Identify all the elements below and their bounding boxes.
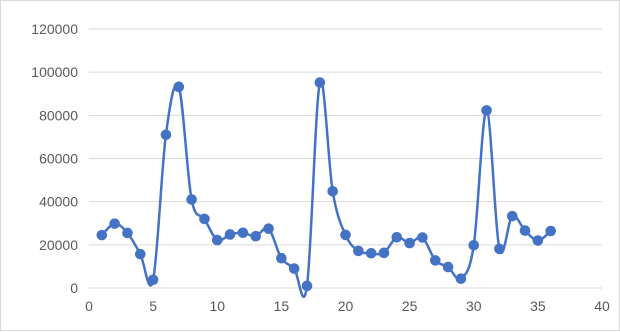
gridlines xyxy=(89,28,602,289)
data-point xyxy=(288,263,300,274)
x-tick-label: 35 xyxy=(530,298,546,314)
data-point xyxy=(160,129,172,141)
data-point xyxy=(211,234,223,246)
y-tick-label: 80000 xyxy=(39,107,78,123)
data-point xyxy=(519,225,531,236)
x-tick-label: 15 xyxy=(274,298,290,314)
data-point xyxy=(442,261,454,273)
data-point xyxy=(391,231,403,243)
y-tick-label: 20000 xyxy=(39,237,78,253)
data-point xyxy=(545,225,557,237)
data-point xyxy=(327,186,338,197)
data-point xyxy=(186,194,197,205)
x-tick-label: 30 xyxy=(466,298,482,314)
x-tick-label: 25 xyxy=(402,298,418,314)
data-point xyxy=(173,81,185,93)
data-point xyxy=(109,218,120,229)
y-tick-label: 120000 xyxy=(31,21,78,37)
data-point xyxy=(237,227,249,239)
series-markers xyxy=(96,77,557,292)
data-point xyxy=(404,237,415,249)
data-point xyxy=(147,274,159,286)
data-point xyxy=(455,273,467,285)
x-tick-label: 0 xyxy=(85,298,93,314)
data-point xyxy=(340,229,351,241)
data-point xyxy=(481,105,492,116)
data-point xyxy=(96,229,108,241)
y-tick-label: 40000 xyxy=(39,194,78,210)
data-point xyxy=(417,232,428,243)
y-tick-label: 0 xyxy=(70,280,78,296)
x-tick-label: 20 xyxy=(338,298,354,314)
y-tick-label: 100000 xyxy=(31,64,78,80)
data-point xyxy=(378,247,390,259)
data-point xyxy=(224,229,236,240)
data-point xyxy=(494,243,505,255)
data-point xyxy=(122,227,133,239)
x-tick-label: 5 xyxy=(149,298,157,314)
y-tick-label: 60000 xyxy=(39,151,78,167)
data-point xyxy=(199,213,210,225)
x-tick-label: 40 xyxy=(594,298,610,314)
data-point xyxy=(532,235,544,246)
x-tick-label: 10 xyxy=(209,298,225,314)
data-point xyxy=(314,77,326,88)
data-point xyxy=(276,252,287,264)
data-point xyxy=(135,248,146,260)
data-point xyxy=(429,255,441,266)
data-point xyxy=(250,230,262,242)
data-point xyxy=(506,210,518,222)
x-axis-tick-labels: 0 5 10 15 20 25 30 35 40 xyxy=(85,298,610,314)
data-point xyxy=(353,245,364,257)
y-axis-tick-labels: 0 20000 40000 60000 80000 100000 120000 xyxy=(31,21,78,296)
data-point xyxy=(301,280,313,292)
data-point xyxy=(263,223,274,234)
data-point xyxy=(468,239,480,251)
data-point xyxy=(365,247,377,259)
